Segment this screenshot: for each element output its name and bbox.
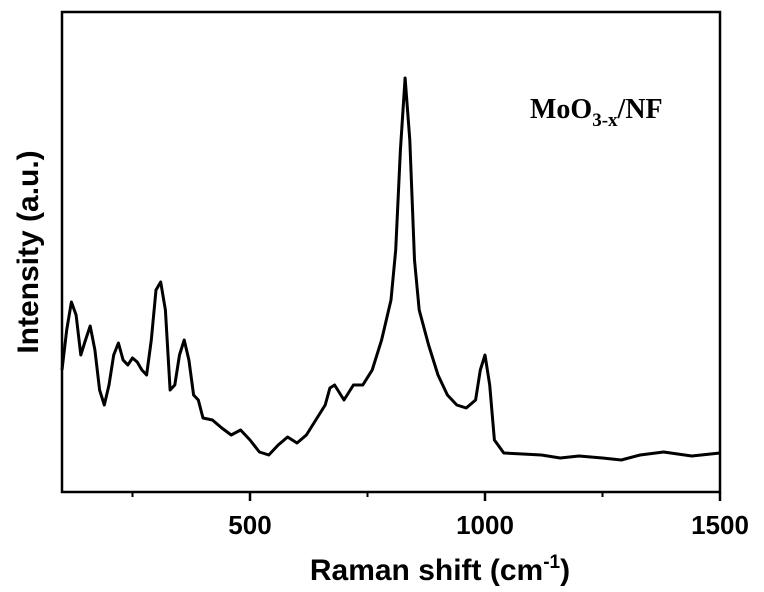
annotation-text: /NF (617, 94, 663, 125)
spectrum-line (60, 76, 721, 462)
x-tick-label: 1500 (691, 510, 749, 540)
plot-frame (60, 10, 722, 494)
y-axis-label: Intensity (a.u.) (12, 150, 45, 353)
x-tick-label: 500 (228, 510, 271, 540)
x-tick-label: 1000 (456, 510, 514, 540)
x-axis-label: Raman shift (cm-1) (310, 552, 570, 587)
annotation: MoO3-x/NF (530, 94, 663, 131)
x-label-text: Raman shift (cm (310, 554, 543, 587)
x-label-text: ) (560, 554, 570, 587)
annotation-sub: 3-x (592, 110, 618, 131)
x-label-sup: -1 (543, 552, 560, 573)
annotation-text: MoO (530, 94, 592, 125)
